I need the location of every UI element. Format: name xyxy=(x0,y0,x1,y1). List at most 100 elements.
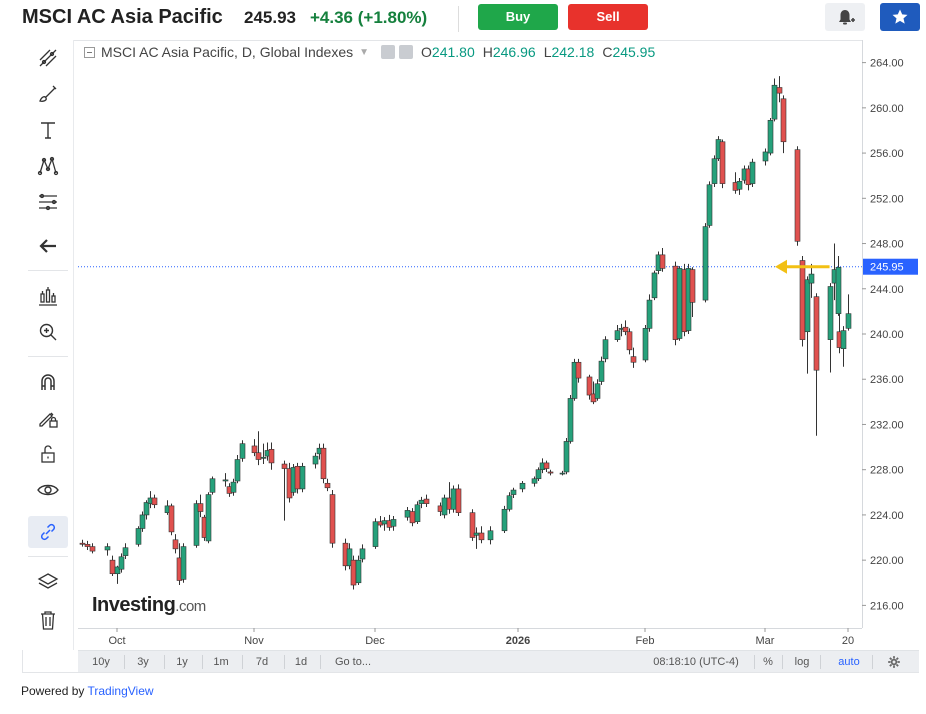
log-toggle[interactable]: log xyxy=(794,656,810,668)
candle xyxy=(711,158,718,184)
candle xyxy=(255,452,262,460)
candle xyxy=(659,254,666,269)
candle xyxy=(506,495,513,510)
range-1y[interactable]: 1y xyxy=(176,656,188,668)
candle xyxy=(813,296,820,371)
candle xyxy=(575,361,582,379)
add-alert-button[interactable] xyxy=(825,3,865,31)
legend-visibility-icon[interactable] xyxy=(381,45,396,59)
range-1m[interactable]: 1m xyxy=(213,656,229,668)
lock-icon[interactable] xyxy=(28,438,68,470)
tradingview-link[interactable]: TradingView xyxy=(87,684,154,698)
favorite-button[interactable] xyxy=(880,3,920,31)
toolbar-divider xyxy=(28,556,68,557)
candle xyxy=(268,449,275,464)
candle xyxy=(487,530,494,541)
legend-close: 245.95 xyxy=(612,44,656,60)
candle xyxy=(346,548,353,567)
gear-icon xyxy=(888,656,900,668)
range-7d[interactable]: 7d xyxy=(255,656,269,668)
candle xyxy=(209,478,216,493)
candle xyxy=(441,497,448,516)
candle xyxy=(626,331,633,351)
magnet-icon[interactable] xyxy=(28,366,68,398)
y-tick-label: 220.00 xyxy=(870,555,904,567)
indicator-icon[interactable] xyxy=(28,280,68,312)
trash-icon[interactable] xyxy=(28,604,68,636)
candle xyxy=(835,266,842,314)
range-1d[interactable]: 1d xyxy=(294,656,308,668)
candle xyxy=(676,268,683,339)
zoom-in-icon[interactable] xyxy=(28,316,68,348)
powered-by: Powered by TradingView xyxy=(21,684,154,698)
x-tick-label: Mar xyxy=(756,635,775,647)
range-3y[interactable]: 3y xyxy=(137,656,149,668)
candle xyxy=(251,445,258,454)
candle xyxy=(799,260,806,340)
sell-button[interactable]: Sell xyxy=(568,4,648,30)
legend-settings-icon[interactable] xyxy=(399,45,414,59)
candle xyxy=(450,488,457,510)
candle xyxy=(299,465,306,490)
brush-icon[interactable] xyxy=(28,78,68,110)
goto-button[interactable]: Go to... xyxy=(334,656,372,668)
candle xyxy=(501,508,508,532)
eye-icon[interactable] xyxy=(28,474,68,506)
candle xyxy=(84,544,91,547)
candle xyxy=(312,455,319,465)
candle xyxy=(567,398,574,442)
candle xyxy=(409,511,416,524)
candle xyxy=(381,520,388,525)
y-tick-label: 216.00 xyxy=(870,600,904,612)
candle xyxy=(172,539,179,550)
auto-toggle[interactable]: auto xyxy=(838,656,860,668)
crosshair-lines-icon[interactable] xyxy=(28,42,68,74)
back-arrow-icon[interactable] xyxy=(28,230,68,262)
candle xyxy=(771,84,778,120)
x-tick-label: 2026 xyxy=(506,635,530,647)
legend-close-label: C xyxy=(602,44,613,60)
candle xyxy=(547,471,554,474)
y-tick-label: 260.00 xyxy=(870,103,904,115)
candle xyxy=(143,502,150,516)
price-chart[interactable]: 216.00 220.00 224.00 228.00 232.00 236.00 240.… xyxy=(78,40,919,650)
price-change: +4.36 (+1.80%) xyxy=(310,8,428,27)
legend-high: 246.96 xyxy=(492,44,536,60)
candle xyxy=(423,498,430,504)
y-tick-label: 240.00 xyxy=(870,329,904,341)
percent-toggle[interactable]: % xyxy=(763,656,773,668)
candle xyxy=(642,328,649,361)
legend-low-label: L xyxy=(543,44,552,60)
candle xyxy=(478,532,485,541)
legend-open: 241.80 xyxy=(431,44,475,60)
x-tick-label: 20 xyxy=(842,635,854,647)
range-divider xyxy=(284,655,285,669)
y-tick-label: 228.00 xyxy=(870,465,904,477)
candle xyxy=(239,443,246,459)
candle xyxy=(840,330,847,350)
pencil-lock-icon[interactable] xyxy=(28,402,68,434)
candle xyxy=(294,465,301,490)
candle xyxy=(586,376,593,396)
pattern-icon[interactable] xyxy=(28,150,68,182)
link-icon[interactable] xyxy=(28,516,68,548)
candle xyxy=(168,505,175,533)
range-divider xyxy=(202,655,203,669)
legend-dropdown-icon[interactable]: ▼ xyxy=(359,46,370,58)
legend-collapse-icon[interactable] xyxy=(84,46,95,58)
candle xyxy=(324,482,331,489)
y-tick-label: 236.00 xyxy=(870,374,904,386)
settings-gear-icon[interactable] xyxy=(886,655,902,669)
chart-area[interactable]: 216.00 220.00 224.00 228.00 232.00 236.00 240.… xyxy=(78,40,919,650)
candle xyxy=(563,441,570,473)
clock-timezone[interactable]: 08:18:10 (UTC-4) xyxy=(653,656,739,668)
candle xyxy=(329,494,336,544)
candle xyxy=(519,482,526,490)
layers-icon[interactable] xyxy=(28,566,68,598)
buy-button[interactable]: Buy xyxy=(478,4,558,30)
range-10y[interactable]: 10y xyxy=(92,656,110,668)
x-tick-label: Oct xyxy=(108,635,125,647)
text-icon[interactable] xyxy=(28,114,68,146)
measure-icon[interactable] xyxy=(28,186,68,218)
candle xyxy=(531,478,538,484)
